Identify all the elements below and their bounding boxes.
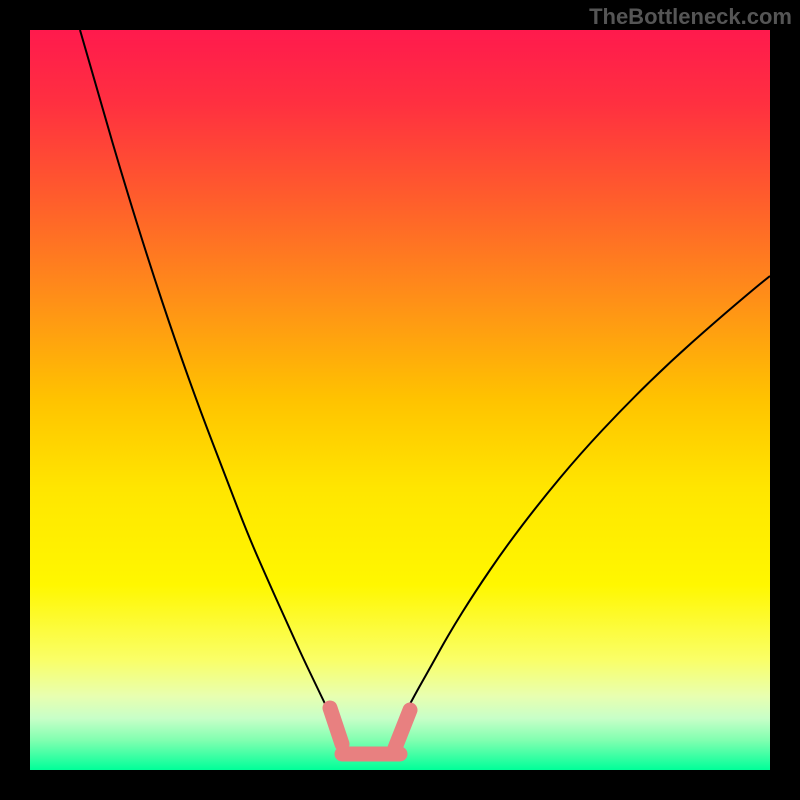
watermark-text: TheBottleneck.com bbox=[589, 4, 792, 30]
chart-svg bbox=[0, 0, 800, 800]
plot-background bbox=[30, 30, 770, 770]
